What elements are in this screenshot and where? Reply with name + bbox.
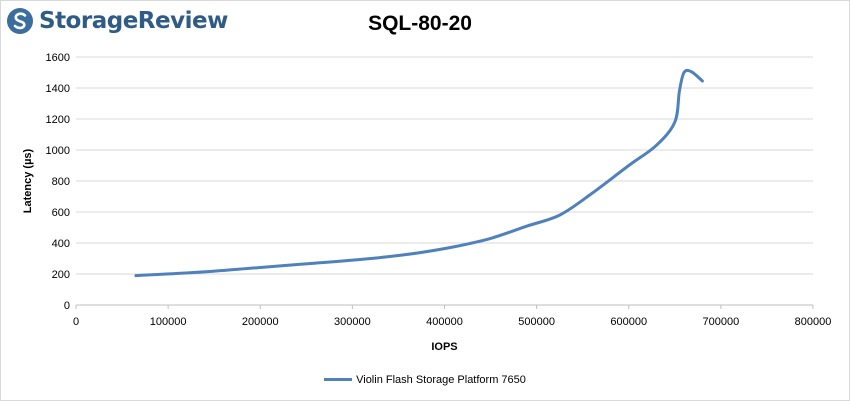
y-tick-label: 1600 — [46, 52, 70, 64]
x-tick-label: 200000 — [242, 316, 279, 328]
chart-title: SQL-80-20 — [368, 12, 472, 35]
y-tick-label: 600 — [52, 207, 70, 219]
brand-logo: StorageReview — [6, 6, 228, 36]
x-tick-label: 400000 — [426, 316, 463, 328]
x-tick-label: 100000 — [150, 316, 187, 328]
brand-name: StorageReview — [39, 8, 228, 34]
y-tick-label: 1400 — [46, 83, 70, 95]
y-tick-label: 0 — [64, 300, 70, 312]
y-tick-label: 800 — [52, 176, 70, 188]
legend-swatch — [324, 378, 353, 381]
x-tick-label: 300000 — [334, 316, 371, 328]
y-axis-title: Latency (µs) — [22, 148, 34, 213]
x-tick-label: 500000 — [518, 316, 555, 328]
x-tick-label: 0 — [73, 316, 79, 328]
y-tick-label: 400 — [52, 238, 70, 250]
y-tick-label: 200 — [52, 269, 70, 281]
x-axis-title: IOPS — [431, 341, 457, 353]
series-line — [134, 68, 704, 278]
x-tick-label: 800000 — [795, 316, 832, 328]
storagereview-logo-icon — [7, 8, 33, 34]
legend: Violin Flash Storage Platform 7650 — [0, 372, 850, 386]
x-tick-label: 700000 — [703, 316, 740, 328]
y-tick-label: 1200 — [46, 114, 70, 126]
legend-label: Violin Flash Storage Platform 7650 — [356, 373, 526, 386]
x-tick-label: 600000 — [610, 316, 647, 328]
y-tick-label: 1000 — [46, 145, 70, 157]
